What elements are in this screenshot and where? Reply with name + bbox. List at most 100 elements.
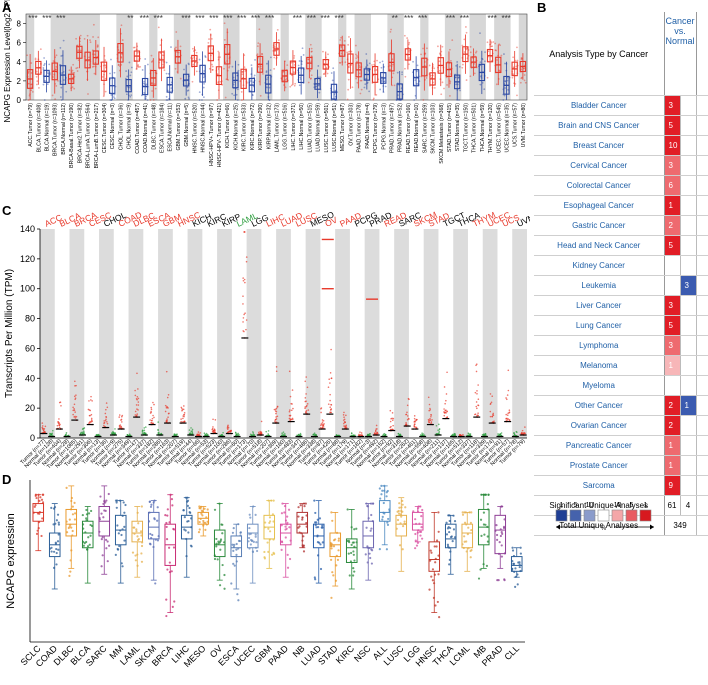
panel-d-point: [420, 526, 423, 529]
panel-a-point: [393, 84, 396, 87]
panel-d-point: [436, 600, 439, 604]
panel-d-point: [183, 516, 186, 519]
panel-c-point: [157, 432, 159, 434]
oncomine-down-count: [680, 355, 697, 376]
oncomine-up-count: 1: [664, 355, 681, 376]
panel-d-point: [230, 582, 233, 585]
panel-d-point: [41, 501, 45, 504]
panel-a-point: [89, 41, 92, 44]
oncomine-down-count: [680, 135, 697, 156]
panel-d-point: [85, 517, 88, 520]
panel-c-point: [105, 402, 108, 404]
panel-c-point: [273, 408, 276, 411]
panel-d-point: [297, 526, 300, 529]
panel-a-point: [474, 51, 477, 54]
panel-a-point: [523, 79, 526, 82]
panel-c-point: [288, 410, 291, 413]
panel-a-point: [161, 54, 164, 57]
panel-d-ylabel: NCAPG expression: [5, 513, 17, 608]
panel-d-point: [414, 539, 417, 542]
oncomine-down-count: 3: [680, 275, 697, 296]
panel-d-point: [255, 541, 258, 544]
panel-d-point: [397, 509, 400, 513]
legend-tick-label: 10: [586, 502, 594, 509]
panel-a-point: [266, 62, 268, 65]
panel-a-point: [51, 94, 54, 97]
panel-d-point: [120, 562, 123, 565]
panel-c-point: [142, 429, 144, 432]
panel-c-point: [345, 414, 347, 417]
panel-a-point: [31, 90, 34, 93]
panel-a-point: [364, 66, 367, 69]
panel-a-point: [383, 80, 386, 83]
panel-c-point: [475, 401, 478, 403]
panel-c-point: [164, 410, 167, 413]
panel-c-point: [212, 429, 215, 432]
panel-d-point: [495, 533, 499, 537]
panel-a-point: [355, 77, 357, 80]
panel-d-point: [218, 584, 222, 587]
panel-c-point: [82, 427, 84, 430]
panel-a-sig-mark: ***: [293, 14, 302, 23]
panel-d-point: [137, 522, 140, 525]
panel-c-point: [274, 410, 277, 412]
panel-a-point: [256, 45, 259, 48]
panel-c-point: [288, 417, 291, 420]
panel-a-point: [43, 57, 46, 59]
panel-a-point: [343, 39, 346, 42]
panel-a-point: [159, 44, 162, 47]
panel-d-point: [149, 505, 153, 508]
panel-c-point: [429, 407, 431, 410]
oncomine-header-row: Analysis Type by Cancer Cancer vs. Norma…: [534, 12, 708, 96]
panel-a-point: [93, 72, 96, 75]
oncomine-row: Liver Cancer 3: [534, 295, 708, 316]
panel-d-point: [219, 538, 223, 541]
panel-c-point: [41, 422, 44, 424]
panel-c-point: [521, 433, 523, 435]
panel-a-point: [465, 79, 468, 81]
panel-d-point: [469, 556, 472, 559]
panel-c-point: [499, 433, 502, 436]
panel-c-point: [73, 408, 75, 410]
panel-d-point: [108, 544, 111, 547]
panel-a-point: [150, 61, 153, 63]
panel-a-point: [379, 61, 381, 64]
panel-a-point: [355, 53, 357, 56]
panel-c-point: [157, 429, 159, 431]
panel-d-point: [297, 506, 300, 509]
legend-swatch: [569, 509, 582, 522]
panel-a-point: [211, 68, 214, 71]
panel-label-a: A: [2, 0, 12, 15]
panel-a-point: [236, 99, 239, 101]
panel-a-point: [356, 81, 359, 84]
panel-a-point: [469, 51, 472, 54]
panel-d-point: [35, 532, 39, 535]
panel-a-point: [55, 85, 58, 87]
panel-a-ytick-label: 0: [17, 96, 22, 105]
panel-d-point: [57, 521, 60, 524]
panel-a-point: [195, 70, 198, 73]
panel-c-point: [275, 370, 278, 373]
panel-a-point: [293, 84, 296, 87]
panel-a-point: [194, 49, 197, 52]
panel-c-point: [430, 422, 433, 424]
panel-a-point: [516, 94, 518, 97]
panel-c-point: [245, 328, 247, 331]
panel-a-point: [392, 72, 395, 75]
panel-a-point: [499, 44, 501, 47]
panel-d-point: [134, 559, 137, 562]
panel-a-point: [440, 93, 443, 96]
panel-c-point: [427, 418, 430, 421]
panel-d-point: [437, 530, 440, 533]
panel-a-point: [187, 63, 190, 66]
panel-c-point: [453, 432, 456, 435]
panel-d-point: [168, 561, 171, 564]
panel-d-point: [154, 582, 157, 585]
panel-c-point: [118, 414, 121, 416]
panel-c-cancer-label: OV: [323, 214, 339, 228]
oncomine-row: Gastric Cancer 2: [534, 215, 708, 236]
panel-a-xtick-label: PRAD.Normal (n=52): [398, 103, 404, 152]
panel-c-ytick-label: 0: [30, 433, 35, 443]
panel-d-point: [55, 519, 59, 522]
panel-c-ytick-label: 60: [25, 343, 35, 353]
